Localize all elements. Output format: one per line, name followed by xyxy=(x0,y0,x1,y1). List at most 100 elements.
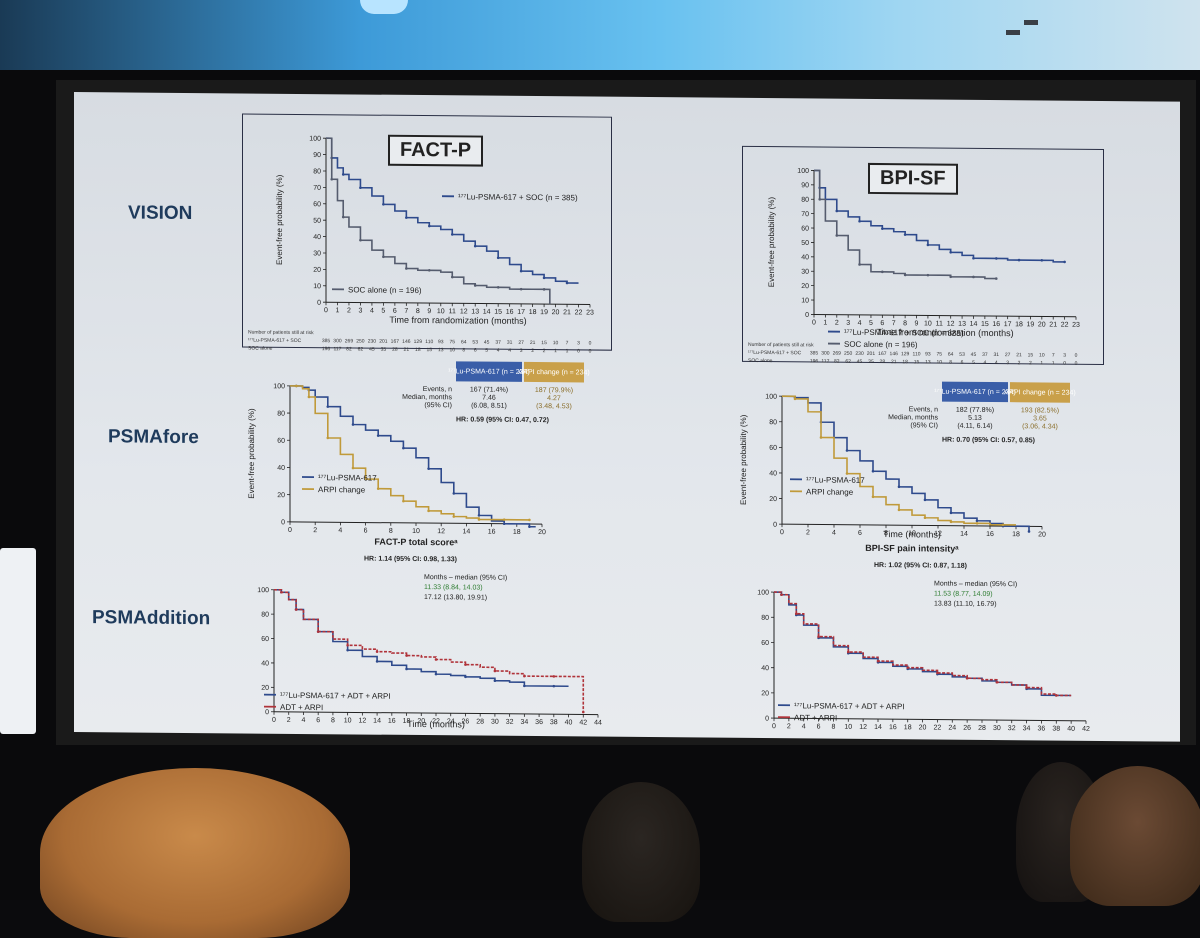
y-tick-label: 60 xyxy=(801,225,809,232)
stats-value-arpi: (3.06, 4.34) xyxy=(1022,423,1058,430)
risk-value: 6 xyxy=(474,347,477,353)
hazard-ratio: HR: 1.02 (95% CI: 0.87, 1.18) xyxy=(874,562,967,570)
risk-value: 5 xyxy=(485,348,488,354)
risk-value: 0 xyxy=(589,348,592,354)
x-tick-label: 24 xyxy=(948,725,956,732)
y-tick-label: 30 xyxy=(801,269,809,276)
x-tick-label: 2 xyxy=(806,529,810,536)
x-tick-label: 36 xyxy=(535,719,543,726)
x-tick-label: 4 xyxy=(338,527,342,534)
censor-mark xyxy=(818,198,821,201)
risk-value: 385 xyxy=(322,338,331,344)
censor-mark xyxy=(976,519,979,522)
risk-value: 2 xyxy=(531,348,534,354)
x-tick-label: 22 xyxy=(575,309,583,316)
risk-value: 250 xyxy=(844,351,853,357)
censor-mark xyxy=(936,672,939,675)
x-tick-label: 4 xyxy=(832,530,836,537)
risk-value: 45 xyxy=(484,340,490,346)
x-tick-label: 6 xyxy=(316,717,320,724)
x-tick-label: 6 xyxy=(364,528,368,535)
stats-value-arpi: 4.27 xyxy=(547,395,561,402)
censor-mark xyxy=(582,711,585,714)
x-tick-label: 40 xyxy=(1067,726,1075,733)
y-tick-label: 80 xyxy=(277,410,285,417)
x-tick-label: 14 xyxy=(483,309,491,316)
censor-mark xyxy=(543,277,546,280)
x-tick-label: 23 xyxy=(1072,322,1080,329)
risk-value: 196 xyxy=(322,346,331,352)
x-tick-label: 22 xyxy=(1061,322,1069,329)
censor-mark xyxy=(376,650,379,653)
y-tick-label: 40 xyxy=(313,234,321,241)
y-tick-label: 90 xyxy=(801,182,809,189)
x-tick-label: 28 xyxy=(476,719,484,726)
y-tick-label: 70 xyxy=(801,211,809,218)
x-tick-label: 10 xyxy=(844,724,852,731)
y-tick-label: 0 xyxy=(281,519,285,526)
y-tick-label: 80 xyxy=(769,419,777,426)
y-tick-label: 90 xyxy=(313,152,321,159)
legend-label: ¹⁷⁷Lu-PSMA-617 + ADT + ARPI xyxy=(280,691,391,701)
stats-row-label: (95% CI) xyxy=(910,422,938,429)
censor-mark xyxy=(451,276,454,279)
censor-mark xyxy=(327,437,330,440)
risk-value: 230 xyxy=(855,351,864,357)
risk-value: 45 xyxy=(369,347,375,353)
x-tick-label: 7 xyxy=(892,320,896,327)
risk-value: 7 xyxy=(566,340,569,346)
risk-row-label: ¹⁷⁷Lu-PSMA-617 + SOC xyxy=(748,350,802,356)
censor-mark xyxy=(1028,530,1031,533)
x-tick-label: 18 xyxy=(529,309,537,316)
x-tick-label: 14 xyxy=(373,718,381,725)
x-tick-label: 19 xyxy=(1027,321,1035,328)
censor-mark xyxy=(996,681,999,684)
x-tick-label: 18 xyxy=(1015,321,1023,328)
x-tick-label: 12 xyxy=(437,528,445,535)
risk-value: 75 xyxy=(449,339,455,345)
censor-mark xyxy=(497,256,500,259)
y-axis-title: Event-free probability (%) xyxy=(739,414,748,505)
risk-value: 10 xyxy=(553,340,559,346)
km-curve-lu xyxy=(774,592,1071,695)
legend-label: ¹⁷⁷Lu-PSMA-617 xyxy=(806,475,865,485)
legend-label: ADT + ARPI xyxy=(794,713,837,722)
censor-mark xyxy=(464,676,467,679)
censor-mark xyxy=(359,239,362,242)
risk-value: 93 xyxy=(925,351,931,357)
x-tick-label: 36 xyxy=(1038,725,1046,732)
risk-value: 35 xyxy=(381,347,387,353)
x-tick-label: 42 xyxy=(579,719,587,726)
censor-mark xyxy=(382,203,385,206)
stats-header-arpi: ARPI change (n = 234) xyxy=(1004,389,1075,397)
censor-mark xyxy=(872,470,875,473)
censor-mark xyxy=(451,233,454,236)
risk-value: 0 xyxy=(589,340,592,346)
censor-mark xyxy=(881,227,884,230)
x-tick-label: 20 xyxy=(1038,321,1046,328)
censor-mark xyxy=(503,522,506,525)
censor-mark xyxy=(858,263,861,266)
km-curve-lu xyxy=(274,590,569,687)
censor-mark xyxy=(872,496,875,499)
stats-row-label: (95% CI) xyxy=(424,402,452,409)
stats-median-header: Months – median (95% CI) xyxy=(424,574,507,582)
censor-mark xyxy=(858,220,861,223)
km-curve-red xyxy=(774,592,1071,695)
censor-mark xyxy=(377,434,380,437)
risk-value: 2 xyxy=(543,348,546,354)
stats-value-lu: (6.08, 8.51) xyxy=(471,402,507,409)
stats-row-label: Median, months xyxy=(888,414,938,421)
stats-median-adt: 17.12 (13.80, 19.91) xyxy=(424,594,487,602)
x-tick-label: 12 xyxy=(358,717,366,724)
risk-value: 167 xyxy=(391,339,400,345)
censor-mark xyxy=(346,649,349,652)
legend-label: ¹⁷⁷Lu-PSMA-617 xyxy=(318,473,377,483)
risk-value: 4 xyxy=(497,348,500,354)
x-tick-label: 34 xyxy=(1023,725,1031,732)
risk-table-header: Number of patients still at risk xyxy=(248,330,314,337)
x-tick-label: 10 xyxy=(437,308,445,315)
